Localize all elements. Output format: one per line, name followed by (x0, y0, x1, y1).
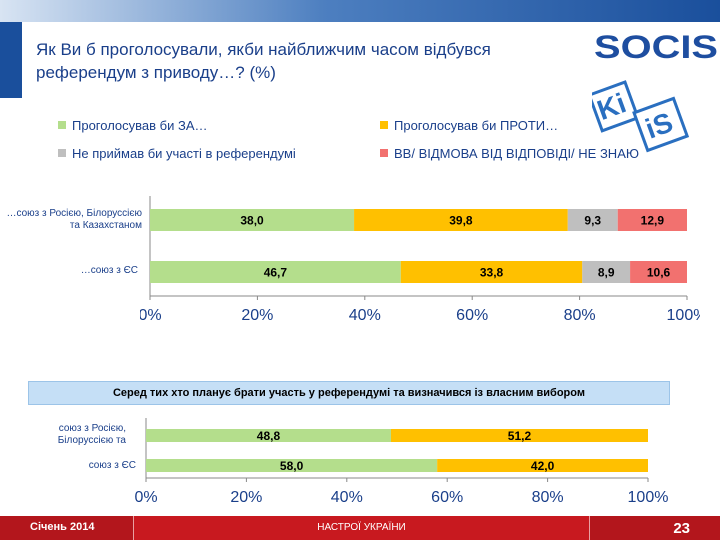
chart1-category-russia-line2: та Казахстаном (69, 220, 142, 231)
x-tick-label: 60% (431, 489, 463, 506)
x-tick-label: 100% (667, 307, 700, 324)
bar-segment-1-2 (390, 429, 648, 442)
chart-2-title: Серед тих хто планує брати участь у рефе… (28, 381, 670, 405)
chart1-category-russia-line1: …союз з Росією, Білоруссією (6, 208, 142, 219)
bar-segment-1-3 (567, 209, 618, 231)
data-label-2-3: 8,9 (598, 266, 615, 280)
data-label-1-3: 9,3 (584, 214, 601, 228)
chart1-category-label-eu: …союз з ЄС (2, 265, 138, 277)
data-label-2-4: 10,6 (647, 266, 671, 280)
data-label-2-1: 46,7 (264, 266, 288, 280)
data-label-2-2: 33,8 (480, 266, 504, 280)
data-label-1-1: 38,0 (240, 214, 264, 228)
x-tick-label: 40% (349, 307, 381, 324)
x-tick-label: 40% (331, 489, 363, 506)
chart2-category-russia-line2: Білоруссією та (57, 435, 126, 446)
legend-swatch-for (58, 121, 66, 129)
x-tick-label: 20% (230, 489, 262, 506)
legend-label-no-participation: Не приймав би участі в референдумі (72, 146, 296, 161)
footer-date: Січень 2014 (30, 521, 95, 533)
bar-segment-2-1 (146, 459, 438, 472)
data-label-1-4: 12,9 (641, 214, 665, 228)
bar-segment-2-3 (582, 261, 631, 283)
x-tick-label: 100% (628, 489, 669, 506)
socis-logo-text: SOCIS (594, 29, 718, 65)
kiis-logo: Ki iS (592, 80, 690, 153)
legend-label-dont-know: ВВ/ ВІДМОВА ВІД ВІДПОВІДІ/ НЕ ЗНАЮ (394, 146, 639, 161)
x-tick-label: 60% (456, 307, 488, 324)
title-line-2: референдум з приводу…? (%) (36, 63, 276, 82)
bar-segment-1-4 (617, 209, 687, 231)
socis-kiis-logo: SOCIS Ki iS (592, 29, 718, 153)
bar-segment-1-2 (354, 209, 568, 231)
chart1-category-eu-line1: …союз з ЄС (80, 265, 138, 276)
bar-segment-2-1 (150, 261, 401, 283)
bar-segment-1-1 (150, 209, 355, 231)
chart2-category-label-eu: союз з ЄС (2, 460, 136, 472)
x-tick-label: 0% (134, 489, 157, 506)
legend-label-for: Проголосував би ЗА… (72, 118, 208, 133)
chart2-category-eu-line1: союз з ЄС (88, 460, 136, 471)
left-accent-bar (0, 22, 22, 98)
chart1-category-label-russia: …союз з Росією, Білоруссією та Казахстан… (2, 208, 142, 232)
footer-bar: Січень 2014 НАСТРОЇ УКРАЇНИ 23 (0, 516, 720, 540)
legend-item-no-participation: Не приймав би участі в референдумі (58, 146, 296, 161)
chart-2-stacked-bar: 48,8 51,2 58,0 42,0 0% 20% 40% 60% 80% 100% (134, 418, 669, 506)
chart2-category-russia-line1: союз з Росією, (58, 423, 126, 434)
legend-label-against: Проголосував би ПРОТИ… (394, 118, 559, 133)
x-tick-label: 80% (564, 307, 596, 324)
bar-segment-2-4 (630, 261, 687, 283)
x-tick-label: 0% (140, 307, 162, 324)
bar-segment-2-2 (400, 261, 583, 283)
legend-swatch-no-participation (58, 149, 66, 157)
data-label-2-1: 58,0 (280, 459, 304, 473)
chart2-category-label-russia: союз з Росією, Білоруссією та (2, 423, 126, 447)
x-tick-label: 80% (532, 489, 564, 506)
legend-swatch-dont-know (380, 149, 388, 157)
bar-segment-2-2 (437, 459, 648, 472)
legend-item-against: Проголосував би ПРОТИ… (380, 118, 558, 133)
legend-item-dont-know: ВВ/ ВІДМОВА ВІД ВІДПОВІДІ/ НЕ ЗНАЮ (380, 146, 639, 161)
bar-segment-1-1 (146, 429, 391, 442)
data-label-1-2: 51,2 (508, 429, 532, 443)
data-label-1-1: 48,8 (257, 429, 281, 443)
page-number: 23 (673, 520, 690, 537)
data-label-1-2: 39,8 (449, 214, 473, 228)
chart-1-stacked-bar: 38,0 39,8 9,3 12,9 46,7 33,8 8,9 10,6 0% 20% 40% 60… (140, 196, 700, 324)
legend-swatch-against (380, 121, 388, 129)
page-title: Як Ви б проголосували, якби найближчим ч… (36, 38, 556, 84)
x-tick-label: 20% (241, 307, 273, 324)
data-label-2-2: 42,0 (531, 459, 555, 473)
footer-center-title: НАСТРОЇ УКРАЇНИ (133, 516, 590, 540)
legend-item-for: Проголосував би ЗА… (58, 118, 208, 133)
title-line-1: Як Ви б проголосували, якби найближчим ч… (36, 40, 491, 59)
top-banner (0, 0, 720, 22)
